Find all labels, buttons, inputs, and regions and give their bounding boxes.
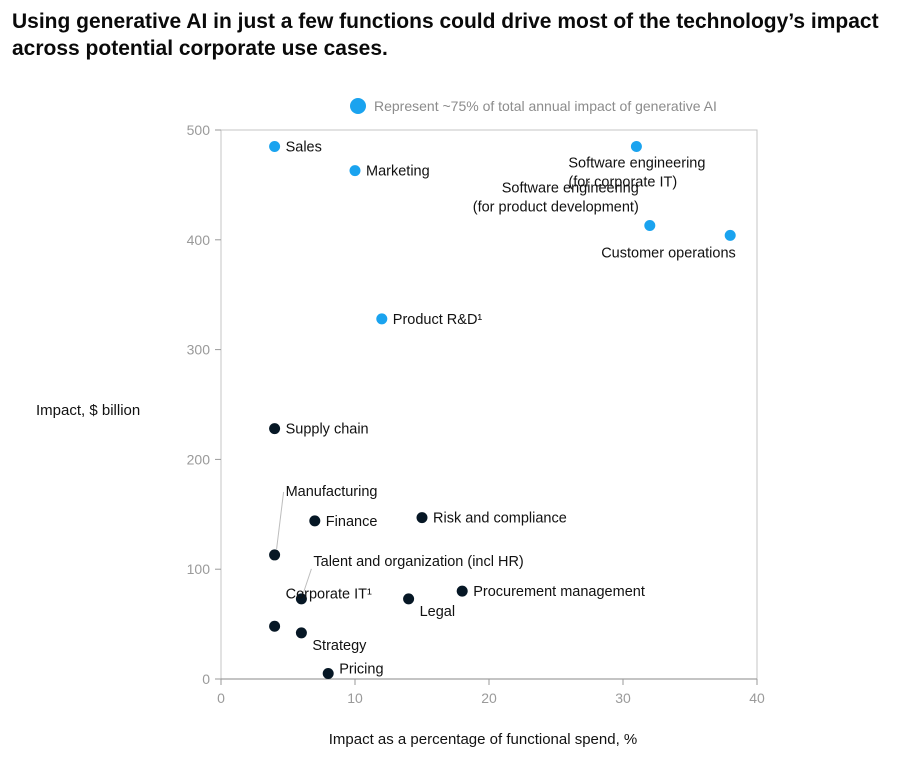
y-tick-label: 200 bbox=[187, 451, 211, 467]
x-tick-label: 20 bbox=[481, 690, 497, 706]
point-label: Talent and organization (incl HR) bbox=[313, 554, 523, 570]
point-label: Finance bbox=[326, 514, 378, 530]
data-point bbox=[269, 423, 281, 435]
data-point bbox=[269, 549, 281, 561]
data-point bbox=[295, 593, 307, 605]
legend-label: Represent ~75% of total annual impact of… bbox=[374, 98, 717, 114]
y-tick-label: 0 bbox=[202, 671, 210, 687]
chart-title: Using generative AI in just a few functi… bbox=[12, 10, 879, 60]
data-point bbox=[269, 140, 281, 152]
legend: Represent ~75% of total annual impact of… bbox=[350, 98, 717, 114]
point-label: Legal bbox=[420, 604, 455, 620]
data-point bbox=[349, 165, 361, 177]
y-axis-title: Impact, $ billion bbox=[36, 402, 140, 419]
label-leader-line bbox=[302, 568, 312, 594]
data-point bbox=[376, 313, 388, 325]
y-tick-label: 300 bbox=[187, 342, 211, 358]
point-label: Strategy bbox=[312, 638, 367, 654]
data-point bbox=[322, 668, 334, 680]
x-axis-title: Impact as a percentage of functional spe… bbox=[329, 731, 638, 748]
data-point bbox=[295, 627, 307, 639]
label-leader-line bbox=[276, 491, 285, 549]
y-tick-label: 400 bbox=[187, 232, 211, 248]
point-label: Marketing bbox=[366, 164, 430, 180]
labels-layer: Sales Marketing Software engineering (for c… bbox=[286, 139, 736, 677]
point-label: Product R&D¹ bbox=[393, 312, 483, 328]
x-tick-label: 30 bbox=[615, 690, 631, 706]
data-point bbox=[269, 620, 281, 632]
point-label: Pricing bbox=[339, 662, 383, 678]
points-layer bbox=[269, 140, 736, 680]
point-label: Procurement management bbox=[473, 584, 645, 600]
x-tick-label: 0 bbox=[217, 690, 225, 706]
data-point bbox=[309, 515, 321, 527]
point-label: Corporate IT¹ bbox=[286, 586, 372, 602]
x-tick-label: 10 bbox=[347, 690, 363, 706]
point-label: Sales bbox=[286, 139, 322, 155]
data-point bbox=[630, 140, 642, 152]
y-tick-label: 100 bbox=[187, 561, 211, 577]
data-point bbox=[644, 220, 656, 232]
x-tick-label: 40 bbox=[749, 690, 765, 706]
data-point bbox=[724, 229, 736, 241]
data-point bbox=[416, 512, 428, 524]
connector-layer bbox=[276, 491, 312, 594]
point-label: Risk and compliance bbox=[433, 511, 567, 527]
legend-marker bbox=[350, 98, 366, 114]
point-label: Software engineering (for corporate IT) bbox=[568, 155, 705, 190]
point-label: Supply chain bbox=[286, 422, 369, 438]
point-label: Manufacturing bbox=[286, 484, 378, 500]
data-point bbox=[403, 593, 415, 605]
point-label: Customer operations bbox=[601, 245, 736, 261]
point-label: Software engineering (for product develop… bbox=[473, 181, 639, 216]
axes-layer: 0 100 200 300 400 500 0 10 20 30 40 bbox=[187, 122, 765, 706]
y-tick-label: 500 bbox=[187, 122, 211, 138]
data-point bbox=[456, 585, 468, 597]
